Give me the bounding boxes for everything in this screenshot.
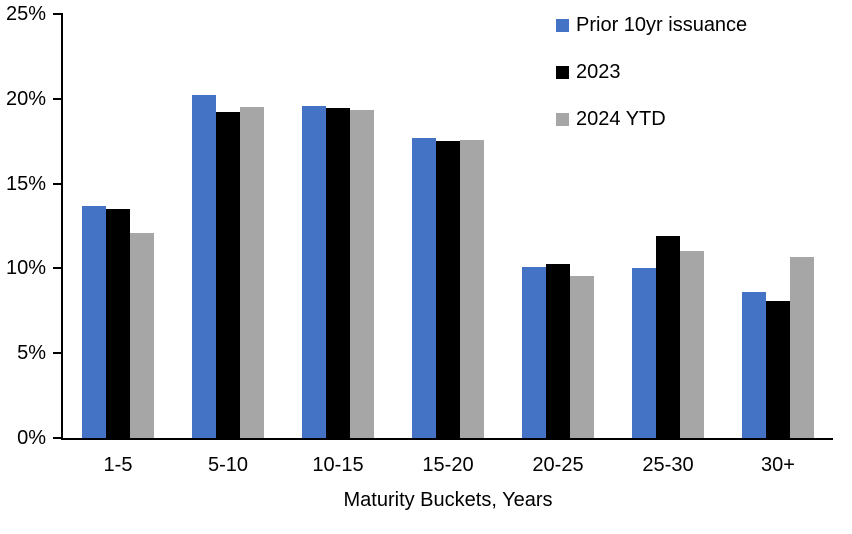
bar-2024-ytd-25-30 [680, 251, 704, 438]
y-axis-tick-label: 15% [5, 172, 46, 195]
x-axis-line [61, 438, 833, 440]
bar-2023-25-30 [656, 236, 680, 438]
x-axis-category-label: 15-20 [422, 454, 474, 476]
x-axis-category-label: 5-10 [207, 454, 249, 476]
bar-2023-15-20 [436, 141, 460, 438]
bar-2023-1-5 [106, 209, 130, 438]
y-axis-tick [53, 97, 61, 100]
y-axis-tick [53, 13, 61, 15]
y-axis-tick [53, 352, 61, 355]
legend-label: Prior 10yr issuance [576, 13, 748, 36]
y-axis-tick-label: 5% [17, 342, 46, 365]
bar-prior-10yr-issuance-15-20 [412, 138, 436, 438]
bar-2024-ytd-15-20 [460, 140, 484, 438]
bar-prior-10yr-issuance-1-5 [82, 206, 106, 438]
bar-2023-20-25 [546, 264, 570, 438]
bar-2024-ytd-30- [790, 257, 814, 438]
bar-prior-10yr-issuance-20-25 [522, 267, 546, 438]
legend-label: 2024 YTD [576, 107, 666, 130]
y-axis-tick-label: 10% [5, 257, 46, 280]
bar-prior-10yr-issuance-5-10 [192, 95, 216, 438]
x-axis-category-label: 30+ [761, 454, 795, 476]
legend-swatch-icon [556, 112, 569, 126]
y-axis-tick-label: 0% [17, 427, 46, 449]
bar-prior-10yr-issuance-10-15 [302, 106, 326, 438]
bar-2023-10-15 [326, 108, 350, 438]
bar-2023-5-10 [216, 112, 240, 438]
bar-prior-10yr-issuance-25-30 [632, 268, 656, 438]
bar-2024-ytd-10-15 [350, 110, 374, 438]
y-axis-tick-label: 25% [5, 3, 46, 25]
legend-swatch-icon [556, 18, 569, 32]
legend-item: Prior 10yr issuance [556, 14, 747, 36]
bar-2024-ytd-20-25 [570, 276, 594, 438]
y-axis-tick [53, 267, 61, 270]
bar-2024-ytd-1-5 [130, 233, 154, 438]
bar-2023-30- [766, 301, 790, 438]
x-axis-category-label: 20-25 [532, 454, 584, 476]
legend-item: 2024 YTD [556, 108, 666, 130]
legend-label: 2023 [576, 60, 621, 83]
bar-prior-10yr-issuance-30- [742, 292, 766, 438]
x-axis-title: Maturity Buckets, Years [343, 489, 553, 511]
legend-swatch-icon [556, 65, 569, 79]
y-axis-tick-label: 20% [5, 87, 46, 110]
bar-2024-ytd-5-10 [240, 107, 264, 438]
y-axis-tick [53, 182, 61, 185]
y-axis-line [61, 13, 63, 440]
x-axis-category-label: 10-15 [312, 454, 364, 476]
legend-item: 2023 [556, 61, 621, 83]
y-axis-tick [53, 437, 61, 439]
x-axis-category-label: 25-30 [642, 454, 694, 476]
x-axis-category-label: 1-5 [103, 454, 133, 476]
